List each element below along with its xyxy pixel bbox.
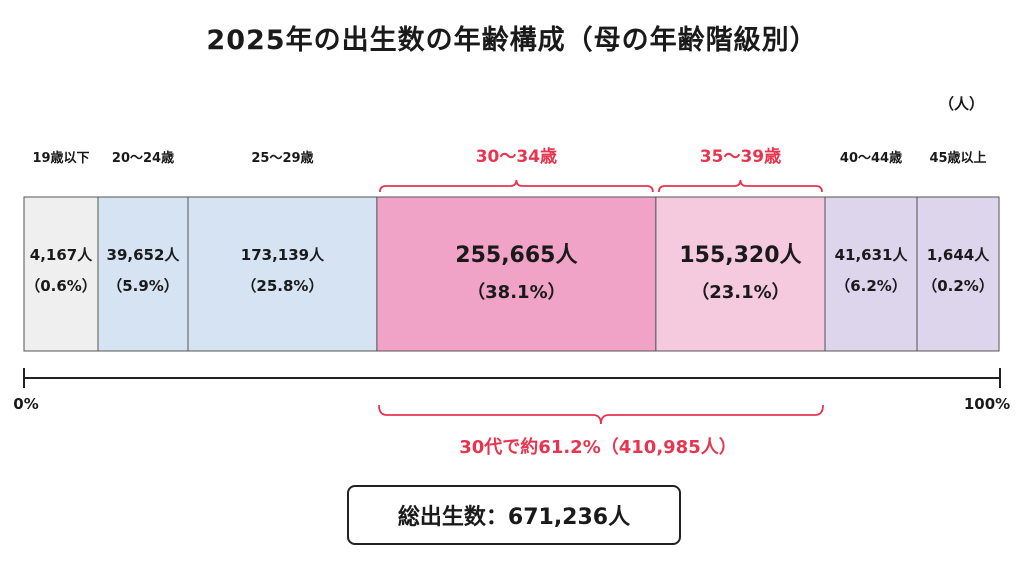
bar-percent-label: （5.9%） (107, 277, 179, 295)
bar-percent-label: （0.6%） (25, 277, 97, 295)
bar-segment (187, 196, 378, 352)
total-births-label: 総出生数：671,236人 (397, 505, 631, 530)
bar-segment (97, 196, 189, 352)
bar-segment (376, 196, 657, 352)
bar-value-label: 155,320人 (679, 243, 801, 268)
bar-value-label: 4,167人 (30, 246, 93, 264)
bar-percent-label: （0.2%） (922, 277, 994, 295)
category-label: 40～44歳 (840, 150, 902, 166)
chart-title: 2025年の出生数の年齢構成（母の年齢階級別） (206, 25, 818, 56)
bar-segment (655, 196, 826, 352)
bar-percent-label: （25.8%） (241, 277, 323, 295)
unit-label: （人） (938, 95, 984, 113)
segment-bracket (379, 179, 654, 193)
highlight-summary: 30代で約61.2%（410,985人） (459, 436, 736, 458)
bar-value-label: 255,665人 (455, 243, 577, 268)
axis-end-label: 100% (964, 395, 1010, 413)
bar-percent-label: （6.2%） (835, 277, 907, 295)
bar-value-label: 41,631人 (835, 246, 909, 264)
bar-percent-label: （38.1%） (467, 282, 565, 303)
segment-bracket (657, 179, 823, 193)
bar-segment (916, 196, 1000, 352)
category-label: 35～39歳 (700, 146, 781, 167)
highlight-bracket (378, 404, 824, 425)
category-label: 25～29歳 (251, 150, 313, 166)
category-label: 20～24歳 (112, 150, 174, 166)
axis-start-label: 0% (13, 395, 38, 413)
category-label: 19歳以下 (32, 150, 89, 166)
bar-percent-label: （23.1%） (691, 282, 789, 303)
bar-segment (824, 196, 918, 352)
bar-segment (23, 196, 99, 352)
category-label: 30～34歳 (476, 146, 557, 167)
bar-value-label: 39,652人 (107, 246, 181, 264)
category-label: 45歳以上 (929, 150, 986, 166)
bar-value-label: 1,644人 (927, 246, 990, 264)
bar-value-label: 173,139人 (241, 246, 325, 264)
total-births-box: 総出生数：671,236人 (347, 485, 681, 545)
